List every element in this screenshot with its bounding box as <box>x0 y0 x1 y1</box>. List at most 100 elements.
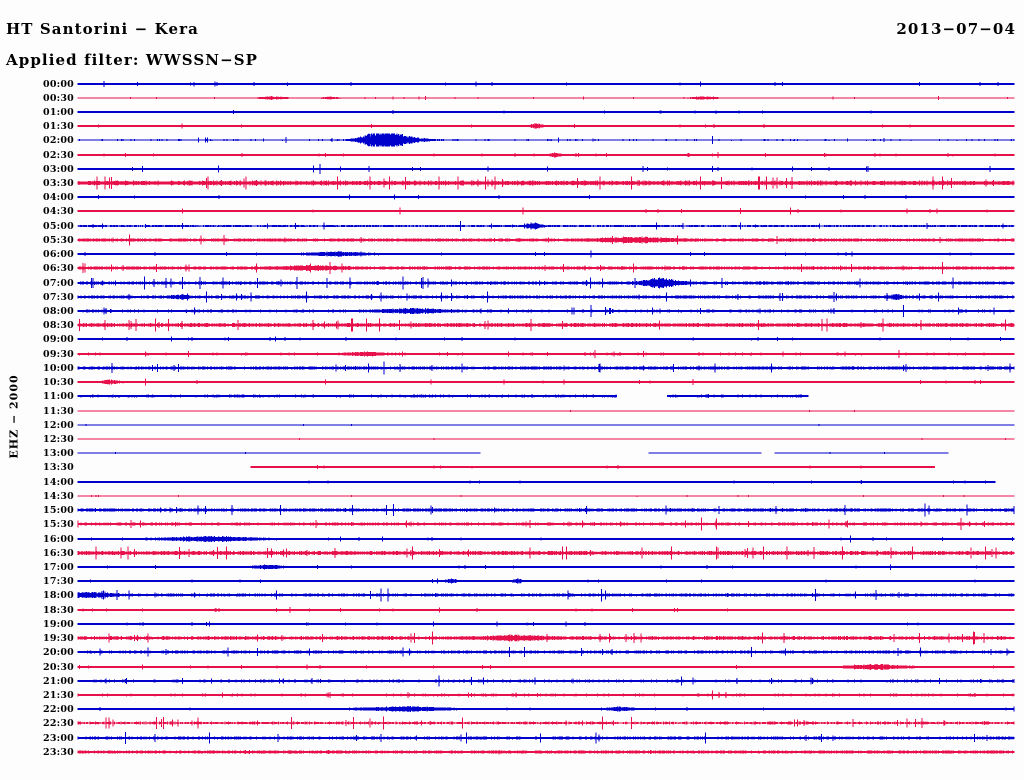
trace-row: 22:30 <box>0 716 1024 731</box>
trace-row: 23:00 <box>0 731 1024 746</box>
time-tick-label: 07:00 <box>43 277 74 289</box>
time-tick-label: 21:00 <box>43 675 74 687</box>
seismic-trace <box>77 394 809 399</box>
trace-row: 03:30 <box>0 176 1024 191</box>
seismic-trace <box>77 194 1015 200</box>
time-tick-label: 15:00 <box>43 505 74 517</box>
time-tick-label: 13:30 <box>43 462 74 474</box>
trace-row: 18:00 <box>0 588 1024 603</box>
trace-row: 14:30 <box>0 489 1024 504</box>
trace-row: 12:30 <box>0 432 1024 447</box>
seismic-trace <box>77 663 1015 670</box>
trace-row: 07:00 <box>0 275 1024 291</box>
seismic-trace <box>77 207 1015 216</box>
seismic-trace <box>77 133 1015 147</box>
seismic-trace <box>77 690 1015 700</box>
time-tick-label: 09:30 <box>43 348 74 360</box>
time-tick-label: 20:00 <box>43 647 74 659</box>
seismic-trace <box>77 163 1015 174</box>
time-tick-label: 02:30 <box>43 149 74 161</box>
trace-row: 20:30 <box>0 660 1024 675</box>
time-tick-label: 11:00 <box>43 391 74 403</box>
seismic-trace <box>77 95 1015 100</box>
seismic-trace <box>77 151 1015 158</box>
seismic-trace <box>77 291 1015 303</box>
trace-row: 16:30 <box>0 546 1024 561</box>
time-tick-label: 00:30 <box>43 92 74 104</box>
trace-row: 22:00 <box>0 702 1024 717</box>
filter-label: Applied filter: WWSSN−SP <box>6 51 259 69</box>
seismic-trace <box>77 647 1015 658</box>
time-tick-label: 17:00 <box>43 561 74 573</box>
time-tick-label: 19:30 <box>43 633 74 645</box>
trace-row: 05:00 <box>0 219 1024 234</box>
trace-row: 15:00 <box>0 503 1024 518</box>
seismic-trace <box>77 423 1015 426</box>
trace-row: 00:00 <box>0 77 1024 92</box>
time-tick-label: 16:30 <box>43 547 74 559</box>
seismic-trace <box>77 305 1015 317</box>
date-label: 2013−07−04 <box>896 20 1016 38</box>
trace-row: 04:00 <box>0 190 1024 205</box>
time-tick-label: 01:00 <box>43 106 74 118</box>
seismic-trace <box>77 675 1015 687</box>
seismic-trace <box>77 80 1015 87</box>
trace-row: 17:30 <box>0 574 1024 589</box>
time-tick-label: 13:00 <box>43 448 74 460</box>
trace-row: 21:00 <box>0 674 1024 689</box>
trace-row: 04:30 <box>0 204 1024 219</box>
seismic-trace <box>77 234 1015 246</box>
trace-row: 10:00 <box>0 361 1024 376</box>
seismic-trace <box>77 438 1015 440</box>
time-tick-label: 08:00 <box>43 306 74 318</box>
time-tick-label: 22:30 <box>43 718 74 730</box>
time-tick-label: 03:00 <box>43 163 74 175</box>
time-tick-label: 06:00 <box>43 249 74 261</box>
time-tick-label: 14:30 <box>43 490 74 502</box>
seismic-trace <box>77 606 1015 613</box>
seismic-trace <box>77 109 1015 114</box>
trace-row: 02:30 <box>0 148 1024 163</box>
trace-row: 00:30 <box>0 91 1024 106</box>
trace-row: 13:00 <box>0 446 1024 461</box>
time-tick-label: 03:30 <box>43 178 74 190</box>
time-tick-label: 10:00 <box>43 362 74 374</box>
trace-row: 07:30 <box>0 290 1024 305</box>
time-tick-label: 17:30 <box>43 576 74 588</box>
chart-header: HT Santorini − Kera Applied filter: WWSS… <box>0 0 1024 78</box>
trace-row: 19:00 <box>0 617 1024 632</box>
trace-row: 14:00 <box>0 475 1024 490</box>
page-title: HT Santorini − Kera <box>6 20 199 38</box>
seismic-trace <box>250 465 936 470</box>
time-tick-label: 11:30 <box>43 405 74 417</box>
trace-row: 20:00 <box>0 645 1024 660</box>
time-tick-label: 00:00 <box>43 78 74 90</box>
trace-row: 09:30 <box>0 347 1024 362</box>
seismic-trace <box>77 494 1015 497</box>
trace-row: 10:30 <box>0 375 1024 390</box>
time-tick-label: 04:30 <box>43 206 74 218</box>
trace-row: 18:30 <box>0 603 1024 618</box>
trace-row: 15:30 <box>0 517 1024 532</box>
seismic-trace <box>77 361 1015 375</box>
trace-row: 11:00 <box>0 389 1024 404</box>
time-tick-label: 14:00 <box>43 476 74 488</box>
time-tick-label: 15:30 <box>43 519 74 531</box>
seismic-trace <box>77 220 1015 231</box>
trace-row: 01:30 <box>0 119 1024 134</box>
trace-row: 06:00 <box>0 247 1024 262</box>
seismic-trace <box>77 534 1015 543</box>
trace-row: 03:00 <box>0 162 1024 177</box>
trace-row: 01:00 <box>0 105 1024 120</box>
time-tick-label: 18:00 <box>43 590 74 602</box>
trace-row: 12:00 <box>0 418 1024 433</box>
time-tick-label: 12:30 <box>43 434 74 445</box>
time-tick-label: 21:30 <box>43 689 74 701</box>
seismic-trace <box>77 123 1015 130</box>
time-tick-label: 18:30 <box>43 604 74 616</box>
time-tick-label: 10:30 <box>43 377 74 389</box>
time-tick-label: 06:30 <box>43 263 74 275</box>
trace-row: 17:00 <box>0 560 1024 575</box>
time-tick-label: 09:00 <box>43 334 74 346</box>
seismic-trace <box>77 262 1015 275</box>
